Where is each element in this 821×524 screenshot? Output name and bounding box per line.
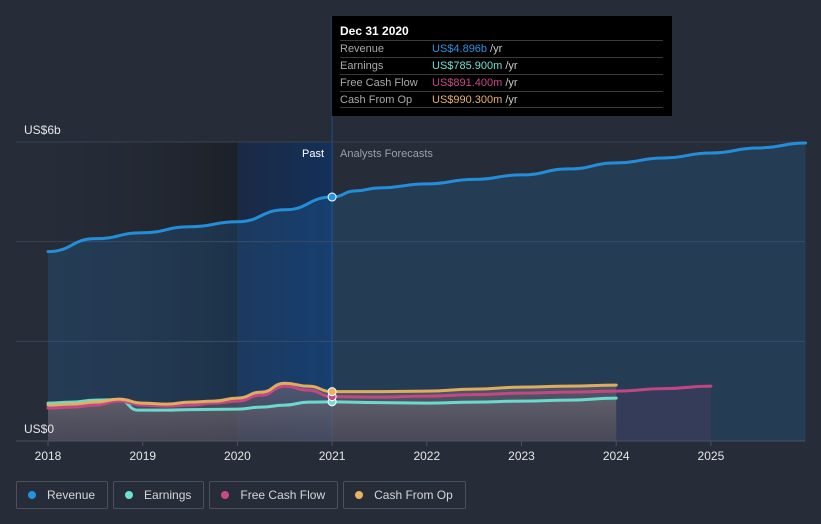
legend: Revenue Earnings Free Cash Flow Cash Fro… (16, 481, 466, 509)
legend-item-earnings[interactable]: Earnings (113, 481, 205, 509)
x-tick-label: 2019 (129, 449, 156, 463)
x-tick-label: 2022 (413, 449, 440, 463)
earnings-dot-icon (125, 491, 134, 499)
tooltip-label: Revenue (340, 43, 385, 55)
y-tick-label-zero: US$0 (24, 422, 54, 436)
revenue-line (46, 141, 808, 254)
legend-item-cash-from-op[interactable]: Cash From Op (343, 481, 466, 509)
tooltip-value: US$891.400m (432, 77, 503, 89)
tooltip-date: Dec 31 2020 (340, 24, 409, 38)
legend-label: Free Cash Flow (240, 488, 326, 502)
tooltip-unit: /yr (505, 77, 518, 89)
tooltip: Dec 31 2020 Revenue US$4.896b/yr Earning… (332, 16, 672, 116)
cash-from-op-marker (327, 387, 337, 397)
tooltip-unit: /yr (505, 60, 518, 72)
revenue-marker (327, 192, 337, 202)
past-region (16, 142, 238, 441)
cash-from-op-area (48, 383, 617, 441)
legend-label: Cash From Op (374, 488, 453, 502)
tooltip-row-revenue: Revenue US$4.896b/yr (340, 40, 663, 58)
x-tick-label: 2018 (35, 449, 62, 463)
x-tick-label: 2023 (508, 449, 535, 463)
free-cash-flow-dot-icon (221, 491, 230, 499)
chart: US$6b US$0 Past Analysts Forecasts 2018 2… (16, 16, 808, 463)
revenue-dot-icon (28, 491, 36, 499)
forecast-label: Analysts Forecasts (340, 148, 433, 160)
revenue-area (48, 142, 806, 441)
tooltip-label: Earnings (340, 60, 384, 72)
tooltip-divider (340, 107, 663, 108)
cash-from-op-dot-icon (355, 491, 364, 499)
x-tick-label: 2024 (603, 449, 630, 463)
tooltip-value: US$990.300m (432, 94, 503, 106)
y-tick-label-max: US$6b (24, 123, 61, 137)
tooltip-row-free-cash-flow: Free Cash Flow US$891.400m/yr (340, 74, 663, 92)
free-cash-flow-line (46, 384, 713, 410)
x-tick-label: 2020 (224, 449, 251, 463)
cash-from-op-line (46, 381, 618, 407)
tooltip-unit: /yr (490, 43, 503, 55)
tooltip-row-cash-from-op: Cash From Op US$990.300m/yr (340, 91, 663, 109)
legend-label: Earnings (144, 488, 192, 502)
tooltip-row-earnings: Earnings US$785.900m/yr (340, 57, 663, 75)
x-tick-label: 2025 (698, 449, 725, 463)
tooltip-label: Free Cash Flow (340, 77, 418, 89)
legend-item-revenue[interactable]: Revenue (16, 481, 109, 509)
tooltip-unit: /yr (505, 94, 518, 106)
past-label: Past (302, 148, 324, 160)
legend-label: Revenue (47, 488, 96, 502)
tooltip-value: US$4.896b (432, 43, 488, 55)
legend-item-free-cash-flow[interactable]: Free Cash Flow (209, 481, 339, 509)
x-tick-label: 2021 (319, 449, 346, 463)
tooltip-value: US$785.900m (432, 60, 503, 72)
tooltip-label: Cash From Op (340, 94, 413, 106)
